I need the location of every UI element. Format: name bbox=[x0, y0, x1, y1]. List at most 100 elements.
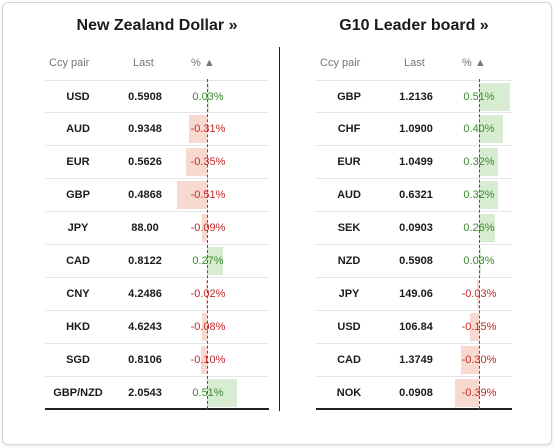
nzd-header-pct[interactable]: % ▲ bbox=[191, 57, 215, 69]
percent-change: -0.02% bbox=[190, 288, 226, 300]
ccy-pair[interactable]: GBP bbox=[337, 91, 361, 103]
ccy-pair[interactable]: NOK bbox=[336, 387, 362, 399]
change-bar bbox=[207, 379, 237, 407]
last-price: 0.4868 bbox=[128, 189, 162, 201]
table-row[interactable]: CNY 4.2486 -0.02% bbox=[45, 278, 269, 311]
percent-change: 0.26% bbox=[463, 222, 495, 234]
percent-change: -0.31% bbox=[190, 123, 226, 135]
ccy-pair[interactable]: CHF bbox=[337, 123, 361, 135]
change-bar bbox=[207, 247, 223, 275]
ccy-pair[interactable]: EUR bbox=[66, 156, 90, 168]
ccy-pair[interactable]: AUD bbox=[337, 189, 361, 201]
ccy-pair[interactable]: JPY bbox=[67, 222, 89, 234]
ccy-pair[interactable]: CNY bbox=[66, 288, 90, 300]
ccy-pair[interactable]: NZD bbox=[337, 255, 361, 267]
last-price: 0.5626 bbox=[128, 156, 162, 168]
change-bar bbox=[186, 148, 207, 176]
ccy-pair[interactable]: HKD bbox=[66, 321, 90, 333]
change-bar bbox=[188, 115, 207, 143]
last-price: 0.5908 bbox=[128, 91, 162, 103]
percent-change: -0.08% bbox=[190, 321, 226, 333]
table-row[interactable]: HKD 4.6243 -0.08% bbox=[45, 311, 269, 344]
change-bar bbox=[479, 148, 499, 176]
percent-change: 0.03% bbox=[192, 91, 224, 103]
percent-change: 0.51% bbox=[463, 91, 495, 103]
last-price: 0.0903 bbox=[399, 222, 433, 234]
nzd-header-last[interactable]: Last bbox=[133, 57, 154, 69]
g10-header-pair[interactable]: Ccy pair bbox=[320, 57, 361, 69]
nzd-panel-title[interactable]: New Zealand Dollar » bbox=[76, 17, 238, 34]
table-row[interactable]: AUD 0.6321 0.32% bbox=[316, 179, 512, 212]
last-price: 0.8106 bbox=[128, 354, 162, 366]
table-row[interactable]: JPY 88.00 -0.09% bbox=[45, 212, 269, 245]
percent-change: -0.03% bbox=[461, 288, 497, 300]
table-row[interactable]: GBP/NZD 2.0543 0.51% bbox=[45, 377, 269, 410]
table-row[interactable]: JPY 149.06 -0.03% bbox=[316, 278, 512, 311]
last-price: 106.84 bbox=[399, 321, 433, 333]
change-bar bbox=[205, 280, 207, 308]
table-row[interactable]: CHF 1.0900 0.40% bbox=[316, 113, 512, 146]
change-bar bbox=[479, 214, 495, 242]
percent-change: -0.39% bbox=[461, 387, 497, 399]
ccy-pair[interactable]: USD bbox=[66, 91, 90, 103]
g10-header-pct[interactable]: % ▲ bbox=[462, 57, 486, 69]
percent-change: -0.30% bbox=[461, 354, 497, 366]
last-price: 1.0499 bbox=[399, 156, 433, 168]
change-bar bbox=[479, 181, 499, 209]
table-row[interactable]: EUR 1.0499 0.32% bbox=[316, 146, 512, 179]
percent-change: -0.09% bbox=[190, 222, 226, 234]
ccy-pair[interactable]: AUD bbox=[66, 123, 90, 135]
ccy-pair[interactable]: GBP/NZD bbox=[53, 387, 103, 399]
table-row[interactable]: SEK 0.0903 0.26% bbox=[316, 212, 512, 245]
last-price: 2.0543 bbox=[128, 387, 162, 399]
g10-header-last[interactable]: Last bbox=[404, 57, 425, 69]
ccy-pair[interactable]: EUR bbox=[337, 156, 361, 168]
g10-panel-title[interactable]: G10 Leader board » bbox=[339, 17, 489, 34]
table-row[interactable]: EUR 0.5626 -0.35% bbox=[45, 146, 269, 179]
last-price: 0.5908 bbox=[399, 255, 433, 267]
ccy-pair[interactable]: JPY bbox=[338, 288, 360, 300]
change-bar bbox=[460, 346, 479, 374]
ccy-pair[interactable]: CAD bbox=[337, 354, 361, 366]
widget-frame: New Zealand Dollar » Ccy pair Last % ▲ U… bbox=[2, 2, 552, 445]
change-bar bbox=[479, 115, 504, 143]
percent-change: -0.35% bbox=[190, 156, 226, 168]
table-row[interactable]: SGD 0.8106 -0.10% bbox=[45, 344, 269, 377]
change-bar bbox=[469, 313, 479, 341]
ccy-pair[interactable]: SGD bbox=[66, 354, 90, 366]
last-price: 0.9348 bbox=[128, 123, 162, 135]
last-price: 0.6321 bbox=[399, 189, 433, 201]
table-row[interactable]: AUD 0.9348 -0.31% bbox=[45, 113, 269, 146]
last-price: 1.3749 bbox=[399, 354, 433, 366]
table-row[interactable]: NZD 0.5908 0.03% bbox=[316, 245, 512, 278]
ccy-pair[interactable]: CAD bbox=[66, 255, 90, 267]
ccy-pair[interactable]: USD bbox=[337, 321, 361, 333]
table-row[interactable]: USD 106.84 -0.15% bbox=[316, 311, 512, 344]
last-price: 0.0908 bbox=[399, 387, 433, 399]
percent-change: -0.10% bbox=[190, 354, 226, 366]
nzd-header-pair[interactable]: Ccy pair bbox=[49, 57, 90, 69]
percent-change: -0.15% bbox=[461, 321, 497, 333]
change-bar bbox=[201, 214, 207, 242]
change-bar bbox=[177, 181, 207, 209]
ccy-pair[interactable]: GBP bbox=[66, 189, 90, 201]
change-bar bbox=[202, 313, 207, 341]
last-price: 88.00 bbox=[131, 222, 159, 234]
last-price: 0.8122 bbox=[128, 255, 162, 267]
table-row[interactable]: NOK 0.0908 -0.39% bbox=[316, 377, 512, 410]
percent-change: 0.32% bbox=[463, 189, 495, 201]
table-row[interactable]: GBP 0.4868 -0.51% bbox=[45, 179, 269, 212]
change-bar bbox=[201, 346, 207, 374]
last-price: 4.2486 bbox=[128, 288, 162, 300]
percent-change: 0.40% bbox=[463, 123, 495, 135]
nzd-zero-line bbox=[207, 79, 208, 409]
panel-divider bbox=[279, 47, 280, 411]
percent-change: 0.27% bbox=[192, 255, 224, 267]
percent-change: 0.32% bbox=[463, 156, 495, 168]
table-row[interactable]: USD 0.5908 0.03% bbox=[45, 80, 269, 113]
last-price: 149.06 bbox=[399, 288, 433, 300]
table-row[interactable]: GBP 1.2136 0.51% bbox=[316, 80, 512, 113]
ccy-pair[interactable]: SEK bbox=[337, 222, 361, 234]
table-row[interactable]: CAD 1.3749 -0.30% bbox=[316, 344, 512, 377]
table-row[interactable]: CAD 0.8122 0.27% bbox=[45, 245, 269, 278]
